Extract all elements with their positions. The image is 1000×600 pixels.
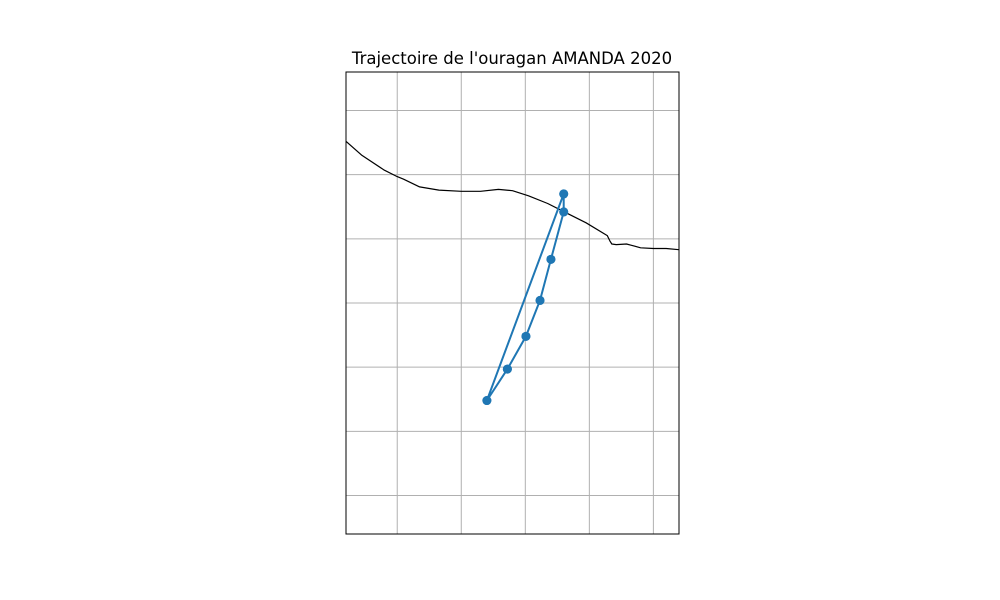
track-line (485, 192, 565, 402)
coastline (346, 140, 679, 251)
track-point (521, 331, 531, 341)
map-title: Trajectoire de l'ouragan AMANDA 2020 (351, 49, 672, 68)
track-point (559, 189, 569, 199)
track-point (502, 364, 512, 374)
map-frame (345, 71, 680, 535)
hurricane-track-layer (482, 189, 569, 406)
track-point (546, 254, 556, 264)
track-point (482, 396, 492, 406)
gridlines (346, 72, 679, 534)
track-point (535, 295, 545, 305)
track-point (559, 207, 569, 217)
coastline-layer (346, 140, 679, 251)
